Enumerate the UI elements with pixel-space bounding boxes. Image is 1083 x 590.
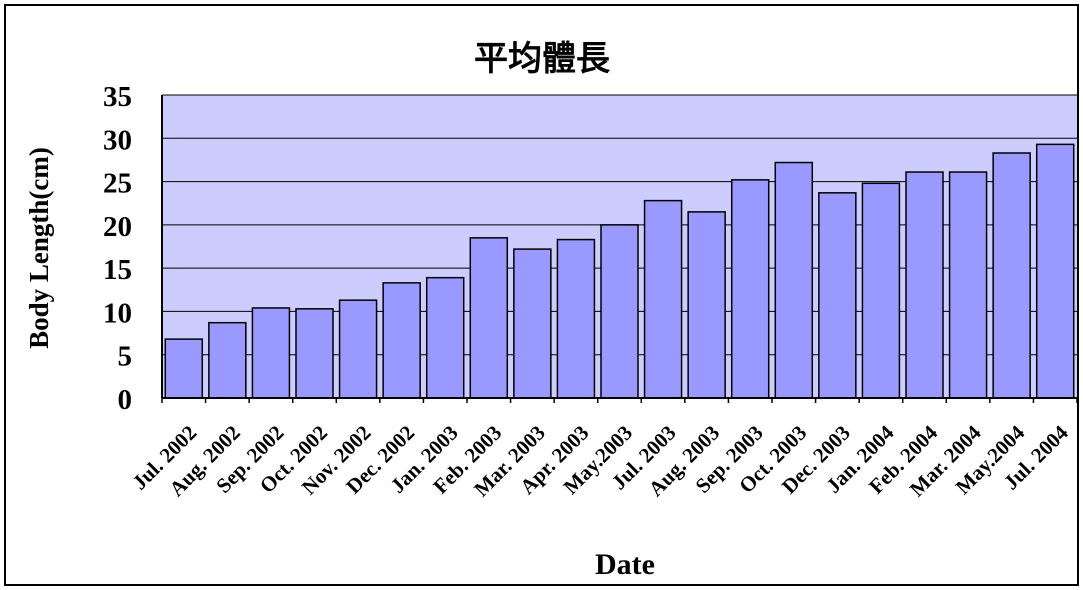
bar bbox=[774, 161, 814, 399]
y-tick-label: 5 bbox=[118, 341, 133, 373]
bar bbox=[469, 237, 509, 399]
y-tick-labels: 0 5 10 15 20 25 30 35 bbox=[103, 81, 132, 416]
bar bbox=[861, 182, 901, 399]
bar bbox=[818, 192, 857, 399]
axes bbox=[161, 95, 1078, 403]
bar bbox=[643, 199, 683, 399]
y-tick-label: 15 bbox=[103, 254, 132, 286]
bar bbox=[382, 282, 421, 399]
y-axis-label: Body Length(cm) bbox=[24, 147, 54, 349]
bar bbox=[948, 171, 988, 399]
y-tick-label: 10 bbox=[103, 297, 132, 329]
bar bbox=[425, 276, 465, 399]
bar bbox=[1035, 143, 1075, 399]
bar bbox=[600, 224, 639, 399]
bar bbox=[338, 299, 378, 399]
bar bbox=[992, 152, 1031, 399]
bar bbox=[513, 248, 552, 399]
bar bbox=[251, 307, 291, 399]
y-tick-label: 30 bbox=[103, 124, 132, 156]
chart-title: 平均體長 bbox=[474, 39, 611, 79]
bar bbox=[164, 338, 204, 399]
bar bbox=[687, 211, 726, 399]
bar bbox=[295, 308, 334, 399]
bar bbox=[208, 321, 247, 399]
y-tick-label: 20 bbox=[103, 211, 132, 243]
y-tick-label: 25 bbox=[103, 168, 132, 200]
bar bbox=[730, 179, 770, 399]
y-tick-label: 35 bbox=[103, 81, 132, 113]
y-tick-label: 0 bbox=[118, 384, 133, 416]
x-axis-label: Date bbox=[595, 548, 655, 581]
bar bbox=[556, 238, 596, 399]
bar bbox=[905, 171, 944, 399]
